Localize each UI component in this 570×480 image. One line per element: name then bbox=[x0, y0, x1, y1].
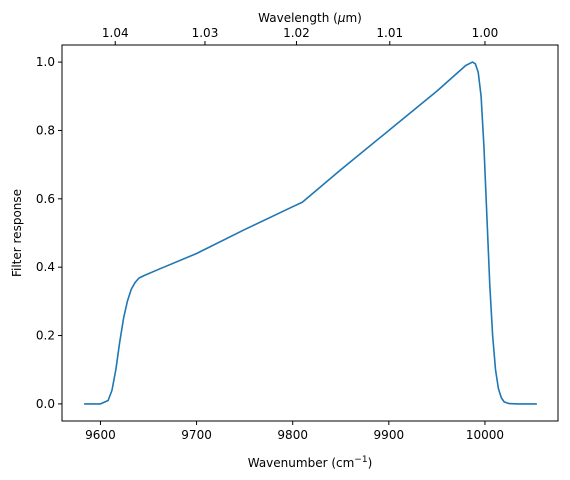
top-axis-label: Wavelength (μm) bbox=[258, 11, 362, 25]
y-tick-label: 0.4 bbox=[36, 260, 55, 274]
x-tick-label: 10000 bbox=[466, 428, 504, 442]
plot-background bbox=[62, 45, 558, 421]
y-tick-label: 1.0 bbox=[36, 55, 55, 69]
x-tick-label: 9900 bbox=[374, 428, 405, 442]
top-axis-ticks: 1.04 1.03 1.02 1.01 1.00 bbox=[102, 26, 498, 45]
y-tick-label: 0.8 bbox=[36, 123, 55, 137]
x-axis-label: Wavenumber (cm−1) bbox=[248, 455, 373, 470]
series-layer bbox=[84, 61, 537, 405]
y-tick-label: 0.0 bbox=[36, 397, 55, 411]
x-axis-ticks: 9600 9700 9800 9900 10000 bbox=[85, 421, 504, 442]
y-axis-label: Filter response bbox=[10, 189, 24, 277]
x-tick-label: 9800 bbox=[277, 428, 308, 442]
top-tick-label: 1.04 bbox=[102, 26, 129, 40]
top-tick-label: 1.02 bbox=[283, 26, 310, 40]
y-tick-label: 0.2 bbox=[36, 329, 55, 343]
series-line-0 bbox=[84, 61, 537, 405]
x-tick-label: 9600 bbox=[85, 428, 116, 442]
y-axis-ticks: 0.0 0.2 0.4 0.6 0.8 1.0 bbox=[36, 55, 62, 411]
x-tick-label: 9700 bbox=[181, 428, 212, 442]
y-tick-label: 0.6 bbox=[36, 192, 55, 206]
top-tick-label: 1.00 bbox=[472, 26, 499, 40]
plot-frame bbox=[61, 44, 559, 422]
top-tick-label: 1.03 bbox=[192, 26, 219, 40]
top-tick-label: 1.01 bbox=[376, 26, 403, 40]
